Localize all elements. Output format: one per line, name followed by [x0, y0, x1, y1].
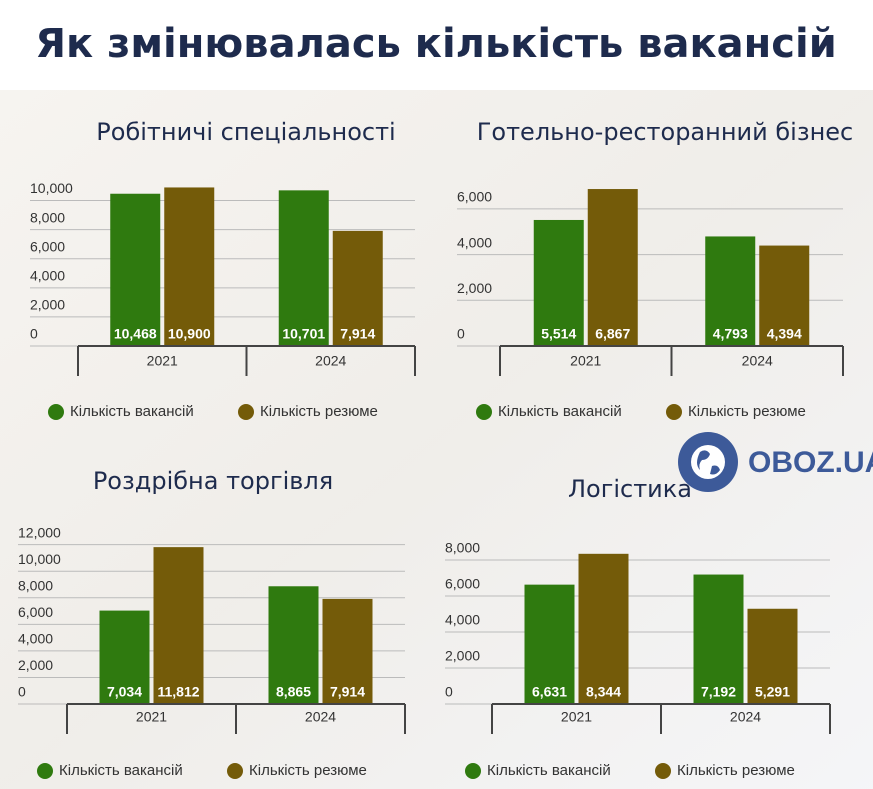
logo-continents	[697, 450, 720, 475]
y-tick-label: 2,000	[457, 280, 492, 296]
value-label: 7,034	[107, 684, 142, 700]
y-tick-label: 8,000	[18, 577, 53, 593]
x-tick-label: 2021	[561, 709, 592, 725]
y-tick-label: 4,000	[30, 268, 65, 284]
value-label: 5,514	[541, 326, 576, 342]
bar	[533, 219, 584, 346]
value-label: 10,468	[114, 326, 157, 342]
legend-label: Кількість резюме	[677, 762, 795, 779]
y-tick-label: 10,000	[18, 551, 61, 567]
bar	[693, 574, 744, 704]
legend-label: Кількість вакансій	[498, 403, 622, 420]
legend-marker	[655, 763, 671, 779]
bar	[278, 190, 329, 346]
legend-label: Кількість резюме	[249, 762, 367, 779]
y-tick-label: 2,000	[445, 648, 480, 664]
legend-marker	[227, 763, 243, 779]
legend-marker	[476, 404, 492, 420]
value-label: 10,900	[168, 326, 211, 342]
chart-title: Роздрібна торгівля	[93, 467, 333, 495]
value-label: 6,631	[532, 684, 567, 700]
y-tick-label: 4,000	[445, 612, 480, 628]
bar	[759, 245, 810, 346]
legend-marker	[666, 404, 682, 420]
y-tick-label: 6,000	[457, 189, 492, 205]
chart-title: Робітничі спеціальності	[96, 118, 395, 146]
y-tick-label: 6,000	[30, 238, 65, 254]
value-label: 7,192	[701, 684, 736, 700]
x-tick-label: 2024	[730, 709, 761, 725]
chart-title: Логістика	[568, 475, 692, 503]
bar	[322, 598, 373, 704]
y-tick-label: 10,000	[30, 180, 73, 196]
x-tick-label: 2024	[305, 709, 336, 725]
x-tick-label: 2021	[147, 353, 178, 369]
y-tick-label: 6,000	[445, 576, 480, 592]
bar	[153, 547, 204, 704]
value-label: 7,914	[340, 326, 375, 342]
y-tick-label: 0	[445, 684, 453, 700]
bar	[268, 586, 319, 704]
bar	[705, 236, 756, 346]
y-tick-label: 2,000	[18, 657, 53, 673]
y-tick-label: 0	[457, 326, 465, 342]
x-tick-label: 2021	[136, 709, 167, 725]
legend-label: Кількість вакансій	[70, 403, 194, 420]
x-tick-label: 2024	[742, 353, 773, 369]
legend-label: Кількість резюме	[688, 403, 806, 420]
bar	[164, 187, 215, 346]
bar	[524, 584, 575, 704]
bar	[99, 610, 150, 704]
value-label: 6,867	[595, 326, 630, 342]
y-tick-label: 4,000	[457, 234, 492, 250]
y-tick-label: 0	[30, 326, 38, 342]
logo-globe	[691, 445, 725, 479]
legend-marker	[48, 404, 64, 420]
y-tick-label: 6,000	[18, 604, 53, 620]
y-tick-label: 2,000	[30, 297, 65, 313]
legend-label: Кількість вакансій	[59, 762, 183, 779]
bar	[332, 230, 383, 346]
legend-marker	[238, 404, 254, 420]
y-tick-label: 0	[18, 684, 26, 700]
y-tick-label: 4,000	[18, 631, 53, 647]
legend-label: Кількість резюме	[260, 403, 378, 420]
value-label: 5,291	[755, 684, 790, 700]
value-label: 4,394	[767, 326, 802, 342]
bar	[587, 189, 638, 346]
x-tick-label: 2024	[315, 353, 346, 369]
legend-marker	[37, 763, 53, 779]
chart-title: Готельно-ресторанний бізнес	[477, 118, 853, 146]
logo-text: OBOZ.UA	[748, 446, 873, 479]
y-tick-label: 8,000	[30, 209, 65, 225]
logo: OBOZ.UA	[678, 432, 873, 492]
bar	[110, 193, 161, 346]
y-tick-label: 8,000	[445, 540, 480, 556]
legend-marker	[465, 763, 481, 779]
bar	[747, 608, 798, 704]
legend-label: Кількість вакансій	[487, 762, 611, 779]
bar	[578, 553, 629, 704]
value-label: 11,812	[157, 684, 199, 700]
value-label: 7,914	[330, 684, 365, 700]
x-tick-label: 2021	[570, 353, 601, 369]
y-tick-label: 12,000	[18, 524, 61, 540]
value-label: 8,865	[276, 684, 311, 700]
value-label: 10,701	[282, 326, 325, 342]
main-title: Як змінювалась кількість вакансій	[35, 21, 837, 67]
value-label: 8,344	[586, 684, 621, 700]
value-label: 4,793	[713, 326, 748, 342]
